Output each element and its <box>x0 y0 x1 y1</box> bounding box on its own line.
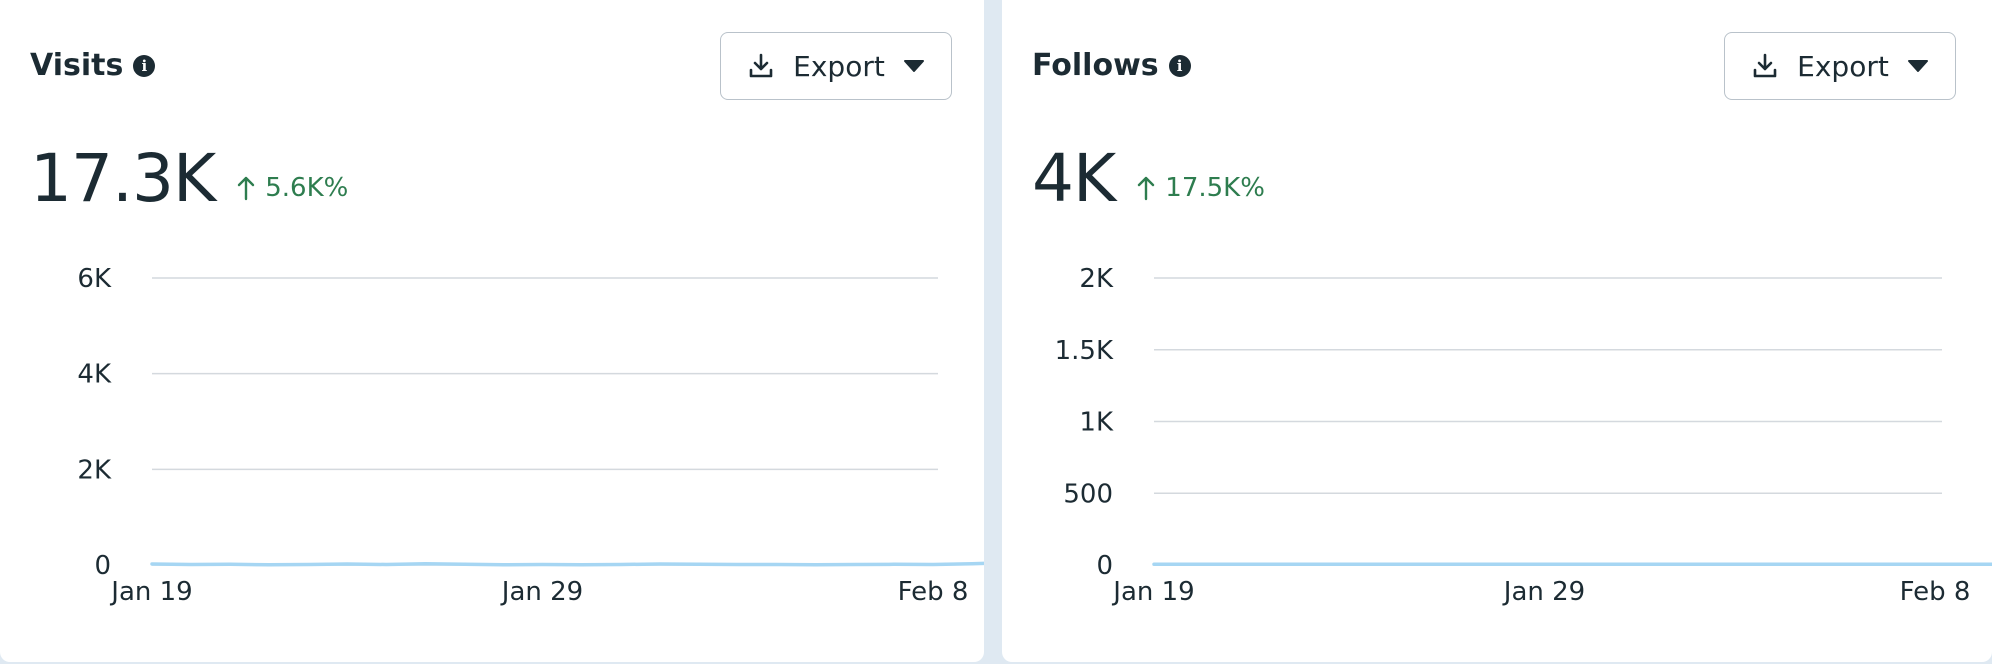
download-icon <box>1753 53 1777 78</box>
follows-card: Follows i Export 4K 17.5K% 0 500 1K 1.5K 2K J… <box>1002 0 1992 662</box>
x-tick-label: Jan 19 <box>109 577 192 607</box>
arrow-up-icon <box>1138 176 1155 201</box>
series-line <box>1152 562 1992 567</box>
x-tick-label: Feb 8 <box>1900 577 1971 607</box>
y-tick-label: 2K <box>77 455 112 485</box>
caret-down-icon <box>1907 60 1928 72</box>
y-tick-label: 6K <box>77 264 112 294</box>
follows-delta: 17.5K% <box>1137 173 1265 203</box>
y-tick-label: 4K <box>77 360 112 390</box>
y-tick-label: 2K <box>1079 264 1114 294</box>
y-tick-label: 0 <box>1096 551 1113 581</box>
arrow-up-icon <box>238 176 255 201</box>
follows-total: 4K 17.5K% <box>1032 140 1265 217</box>
follows-title-text: Follows <box>1032 48 1159 83</box>
visits-total: 17.3K 5.6K% <box>30 140 348 217</box>
info-icon[interactable]: i <box>133 54 156 77</box>
y-tick-label: 1K <box>1079 408 1114 438</box>
x-tick-label: Jan 29 <box>500 577 583 607</box>
export-label: Export <box>1797 49 1889 83</box>
visits-title-text: Visits <box>30 48 124 83</box>
y-tick-label: 1.5K <box>1055 336 1114 366</box>
caret-down-icon <box>903 60 924 72</box>
download-icon <box>749 53 773 78</box>
visits-delta: 5.6K% <box>237 173 348 203</box>
y-tick-label: 0 <box>94 551 111 581</box>
export-label: Export <box>793 49 885 83</box>
follows-title: Follows i <box>1032 48 1191 83</box>
x-tick-label: Jan 29 <box>1502 577 1585 607</box>
info-icon[interactable]: i <box>1168 54 1191 77</box>
visits-delta-value: 5.6K% <box>265 173 349 203</box>
visits-title: Visits i <box>30 48 156 83</box>
visits-export-button[interactable]: Export <box>720 32 952 100</box>
y-tick-label: 500 <box>1063 479 1113 509</box>
follows-delta-value: 17.5K% <box>1165 173 1265 203</box>
series-line <box>150 561 984 567</box>
follows-total-value: 4K <box>1032 140 1116 217</box>
x-tick-label: Feb 8 <box>898 577 969 607</box>
visits-total-value: 17.3K <box>30 140 216 217</box>
x-tick-label: Jan 19 <box>1111 577 1194 607</box>
follows-export-button[interactable]: Export <box>1724 32 1956 100</box>
visits-card: Visits i Export 17.3K 5.6K% 0 2K 4K 6K Jan 1… <box>0 0 984 662</box>
